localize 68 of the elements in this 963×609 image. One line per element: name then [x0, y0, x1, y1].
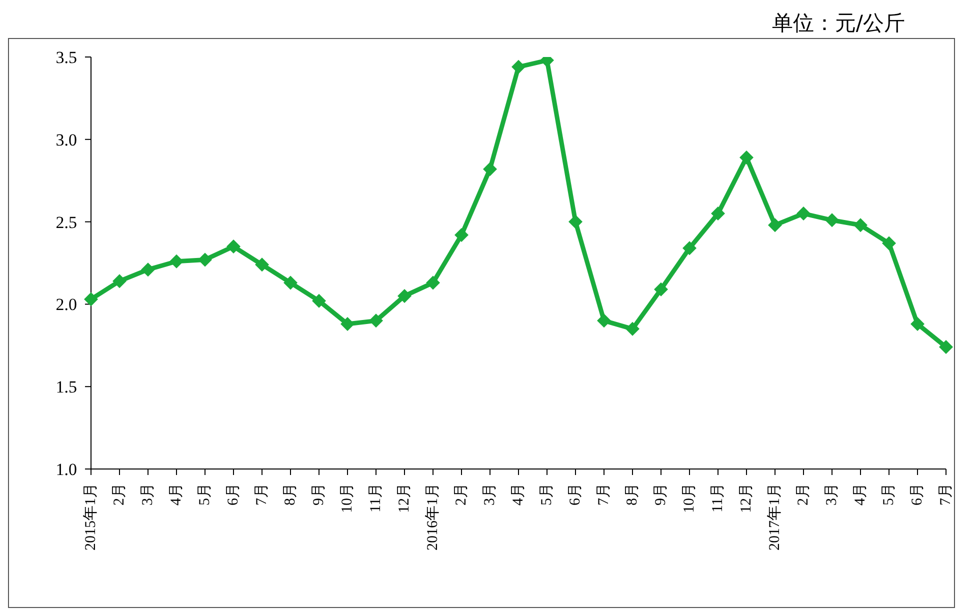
- point: [426, 276, 440, 290]
- y-tick-label: 3.5: [56, 48, 77, 68]
- point: [84, 292, 98, 306]
- x-tick-label: 3月: [824, 483, 840, 506]
- y-tick-label: 1.5: [56, 378, 77, 397]
- point: [340, 316, 354, 331]
- point: [939, 340, 953, 354]
- x-tick-label: 8月: [282, 483, 298, 506]
- point: [512, 60, 526, 74]
- point: [483, 162, 497, 176]
- x-tick-label: 2016年1月: [424, 483, 441, 550]
- x-tick-label: 4月: [168, 483, 184, 506]
- point: [226, 240, 240, 254]
- x-tick-label: 5月: [197, 483, 213, 506]
- x-tick-label: 8月: [624, 483, 640, 506]
- point: [854, 218, 868, 232]
- point: [312, 294, 326, 308]
- y-tick-label: 3.0: [56, 130, 77, 150]
- point: [597, 314, 611, 328]
- x-tick-label: 4月: [852, 483, 868, 506]
- x-tick-label: 4月: [510, 483, 526, 506]
- y-tick-label: 2.0: [56, 295, 77, 314]
- point: [682, 241, 696, 256]
- x-tick-label: 2017年1月: [766, 483, 783, 550]
- point: [711, 206, 725, 221]
- x-tick-label: 6月: [910, 483, 926, 506]
- x-tick-label: 12月: [738, 483, 754, 513]
- x-tick-label: 7月: [596, 483, 612, 506]
- x-tick-label: 9月: [653, 483, 669, 506]
- point: [882, 236, 896, 250]
- x-tick-label: 2月: [796, 483, 812, 506]
- x-tick-label: 12月: [396, 483, 412, 513]
- point: [626, 322, 640, 336]
- point: [141, 262, 155, 277]
- point: [369, 314, 383, 328]
- point: [768, 218, 782, 232]
- x-tick-label: 7月: [254, 483, 270, 506]
- point: [654, 282, 668, 296]
- point: [740, 150, 754, 165]
- x-tick-label: 3月: [140, 483, 156, 506]
- x-tick-label: 7月: [938, 483, 954, 506]
- point: [112, 274, 126, 288]
- text: 单位：元/公斤: [772, 11, 905, 35]
- x-tick-label: 2月: [112, 483, 128, 506]
- point: [454, 228, 468, 242]
- x-tick-label: 2015年1月: [82, 483, 99, 550]
- x-tick-label: 10月: [340, 483, 356, 513]
- point: [796, 206, 810, 221]
- point: [255, 258, 269, 272]
- y-tick-label: 2.5: [56, 212, 77, 232]
- point: [198, 252, 212, 267]
- x-tick-label: 3月: [482, 483, 498, 506]
- point: [398, 288, 412, 303]
- x-tick-label: 2月: [454, 483, 470, 506]
- x-tick-label: 11月: [368, 483, 384, 512]
- x-tick-label: 5月: [539, 483, 555, 506]
- x-tick-label: 11月: [710, 483, 726, 512]
- x-tick-label: 6月: [226, 483, 242, 506]
- x-tick-label: 9月: [311, 483, 327, 506]
- point: [568, 214, 582, 229]
- x-tick-label: 6月: [568, 483, 584, 506]
- point: [910, 316, 924, 331]
- x-tick-label: 5月: [881, 483, 897, 506]
- point: [284, 276, 298, 290]
- y-tick-label: 1.0: [56, 460, 77, 480]
- point: [170, 254, 184, 268]
- point: [825, 213, 839, 228]
- x-tick-label: 10月: [682, 483, 698, 513]
